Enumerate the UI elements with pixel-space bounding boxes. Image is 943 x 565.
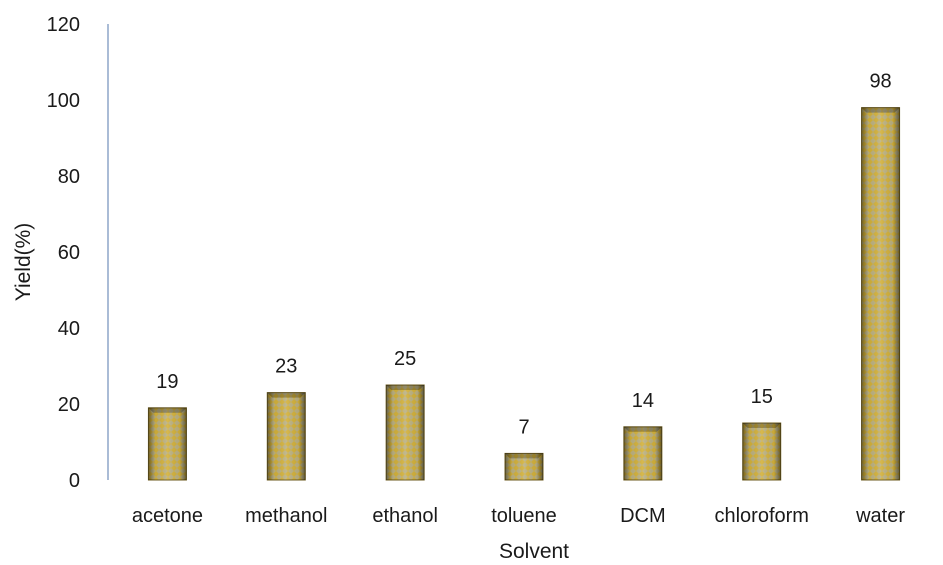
data-labels: 19 23 25 7 14 15 98 (156, 71, 891, 439)
bar-bevel-top (148, 407, 187, 413)
y-axis-ticks: 0 20 40 60 80 100 120 (47, 14, 80, 492)
bar-shading (742, 423, 781, 480)
x-tick-label: DCM (620, 505, 666, 527)
bars-group (147, 107, 901, 481)
y-tick-label: 0 (69, 470, 80, 492)
bar-bevel-top (505, 453, 543, 459)
data-label: 15 (751, 386, 773, 408)
y-tick-label: 20 (58, 394, 80, 416)
x-tick-label: acetone (132, 505, 203, 527)
data-label: 23 (275, 356, 297, 378)
y-tick-label: 80 (58, 166, 80, 188)
bar-shading (148, 407, 187, 480)
bar (147, 407, 187, 481)
bar-shading (267, 392, 306, 480)
bar-bevel-top (386, 385, 425, 390)
data-label: 14 (632, 390, 654, 412)
bar (385, 384, 425, 481)
x-tick-label: methanol (245, 505, 327, 527)
bar-shading (386, 385, 425, 480)
bar-bevel-top (267, 392, 306, 398)
data-label: 98 (869, 71, 891, 93)
bar (861, 107, 901, 481)
y-tick-label: 40 (58, 318, 80, 340)
bar-bevel-top (623, 426, 662, 432)
data-label: 7 (518, 416, 529, 438)
x-tick-label: ethanol (372, 505, 438, 527)
x-tick-label: toluene (491, 505, 557, 527)
y-tick-label: 60 (58, 242, 80, 264)
y-tick-label: 120 (47, 14, 80, 36)
x-tick-label: water (855, 505, 905, 527)
bar-shading (623, 426, 662, 480)
bar-shading (505, 453, 543, 480)
bar-shading (861, 107, 900, 480)
bar (504, 452, 544, 481)
bar (742, 422, 782, 481)
bar (623, 426, 663, 481)
x-axis-title: Solvent (499, 540, 569, 563)
bar-bevel-top (861, 107, 900, 113)
x-tick-label: chloroform (714, 505, 808, 527)
y-tick-label: 100 (47, 90, 80, 112)
data-label: 25 (394, 348, 416, 370)
data-label: 19 (156, 371, 178, 393)
bar-bevel-top (742, 423, 781, 428)
bar (266, 392, 306, 481)
category-labels: acetone methanol ethanol toluene DCM chlorofo… (132, 505, 906, 527)
y-axis-title: Yield(%) (12, 223, 35, 302)
